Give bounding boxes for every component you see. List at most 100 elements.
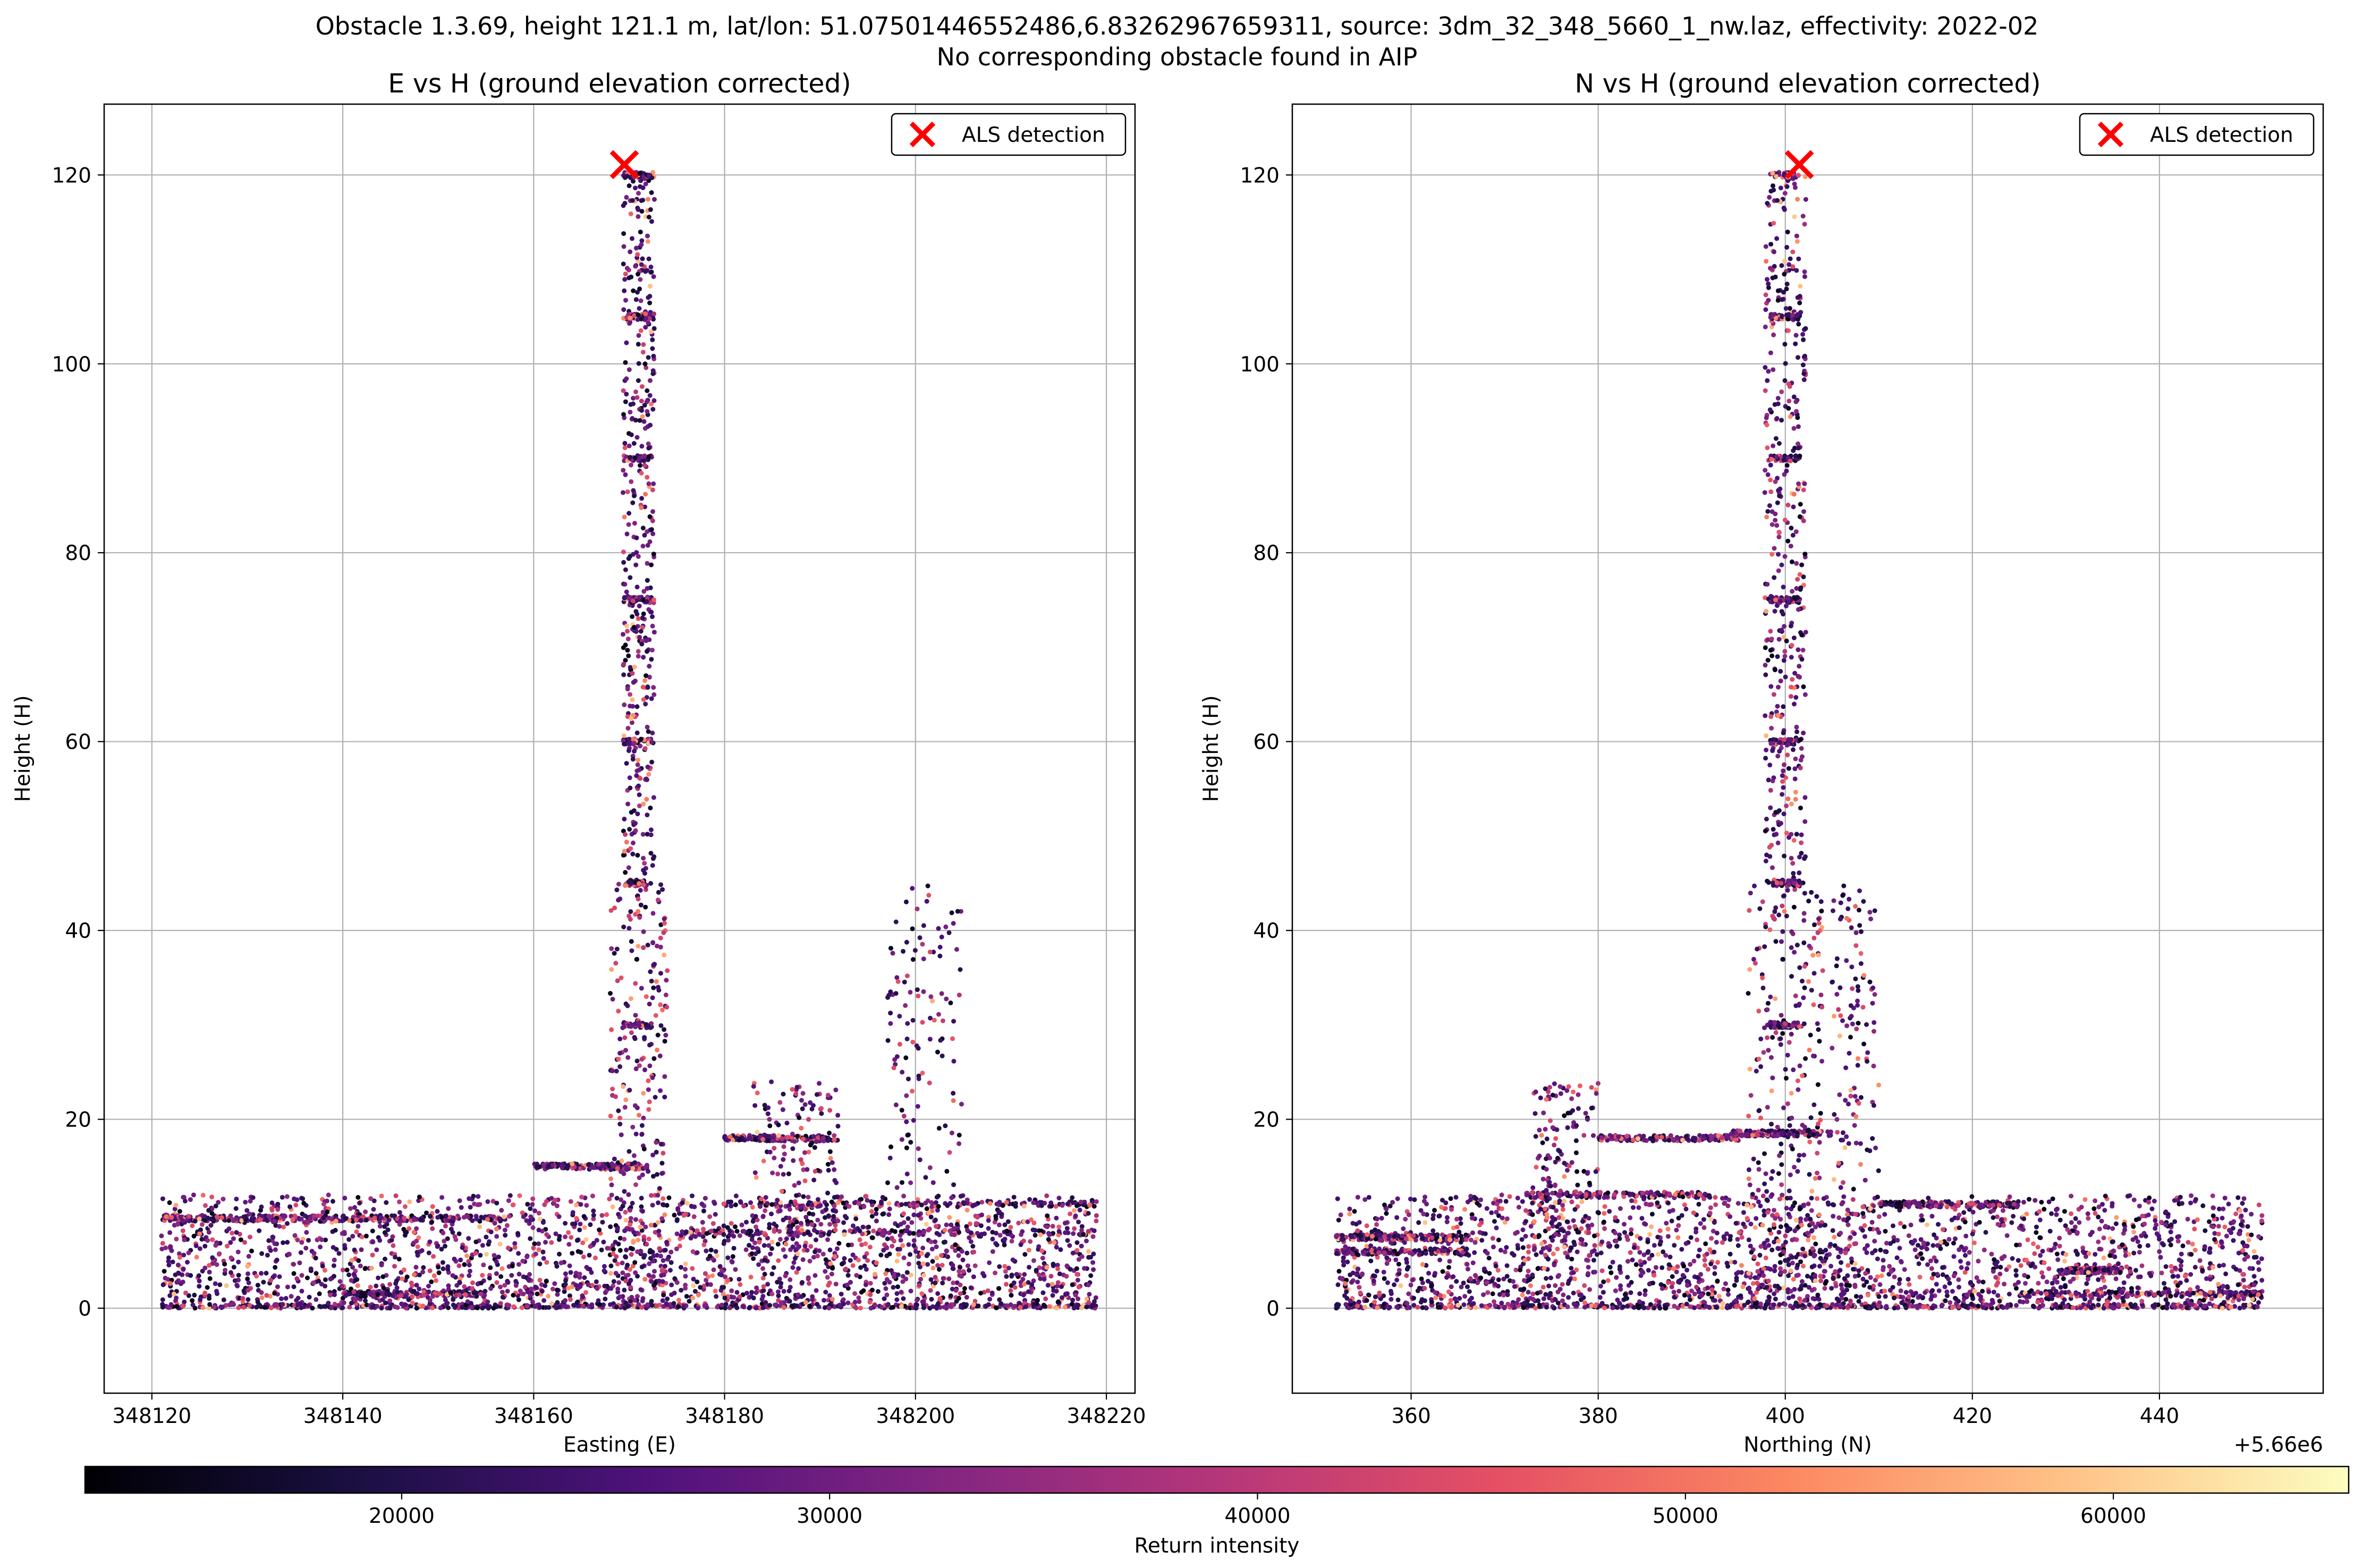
scatter-point [648, 969, 653, 974]
scatter-point [647, 393, 653, 398]
scatter-point [355, 1224, 361, 1229]
scatter-point [772, 1155, 777, 1160]
scatter-point [932, 1018, 937, 1023]
scatter-point [910, 1018, 916, 1023]
scatter-point [619, 1197, 624, 1202]
scatter-point [478, 1291, 484, 1296]
scatter-point [653, 1013, 658, 1018]
scatter-point [634, 612, 640, 617]
scatter-point [558, 1260, 564, 1266]
scatter-point [837, 1302, 842, 1308]
scatter-point [1086, 1228, 1091, 1234]
scatter-point [632, 1260, 638, 1265]
scatter-point [323, 1238, 328, 1243]
scatter-point [717, 1264, 723, 1269]
scatter-point [643, 1224, 648, 1230]
scatter-point [314, 1271, 319, 1276]
suptitle-line1: Obstacle 1.3.69, height 121.1 m, lat/lon… [316, 12, 2039, 40]
scatter-point [228, 1255, 234, 1260]
scatter-point [317, 1291, 322, 1296]
scatter-point [581, 1214, 587, 1219]
scatter-point [528, 1206, 533, 1211]
scatter-point [264, 1270, 269, 1276]
scatter-point [557, 1251, 562, 1257]
scatter-point [784, 1236, 789, 1241]
scatter-point [194, 1255, 199, 1260]
scatter-point [363, 1209, 368, 1215]
scatter-point [1062, 1221, 1068, 1226]
scatter-point [826, 1283, 831, 1288]
scatter-point [763, 1300, 768, 1305]
scatter-point [639, 1123, 645, 1128]
scatter-point [245, 1297, 251, 1302]
scatter-point [1056, 1228, 1062, 1234]
scatter-point [869, 1214, 875, 1219]
scatter-point [647, 664, 652, 669]
scatter-point [622, 440, 628, 446]
scatter-point [573, 1283, 579, 1288]
scatter-point [633, 1217, 638, 1222]
scatter-point [1068, 1267, 1073, 1272]
scatter-point [750, 1245, 755, 1250]
scatter-point [651, 1174, 656, 1179]
scatter-point [641, 855, 646, 861]
scatter-point [268, 1278, 273, 1283]
scatter-point [446, 1305, 451, 1310]
scatter-point [638, 463, 642, 468]
scatter-point [707, 1253, 713, 1259]
scatter-point [287, 1204, 293, 1209]
scatter-point [209, 1194, 215, 1200]
scatter-point [641, 1146, 647, 1151]
scatter-point [790, 1087, 795, 1092]
scatter-point [392, 1264, 397, 1269]
scatter-point [927, 1226, 932, 1232]
scatter-point [967, 1268, 972, 1273]
scatter-point [381, 1285, 386, 1291]
scatter-point [646, 441, 651, 446]
scatter-point [196, 1273, 201, 1278]
scatter-point [891, 1285, 896, 1290]
scatter-point [648, 265, 654, 269]
scatter-point [772, 1146, 777, 1151]
scatter-point [1052, 1240, 1057, 1245]
scatter-point [1072, 1208, 1077, 1213]
scatter-point [182, 1198, 188, 1203]
scatter-point [488, 1265, 493, 1270]
scatter-point [737, 1294, 742, 1299]
scatter-point [362, 1266, 368, 1272]
scatter-point [165, 1304, 170, 1310]
scatter-point [711, 1267, 716, 1273]
scatter-point [437, 1291, 442, 1296]
scatter-point [791, 1158, 796, 1163]
scatter-point [767, 1222, 772, 1227]
scatter-point [649, 696, 654, 701]
scatter-point [808, 1244, 814, 1249]
scatter-point [628, 1267, 633, 1272]
scatter-point [839, 1194, 844, 1199]
scatter-point [637, 171, 642, 176]
scatter-point [643, 311, 648, 317]
y-tick-label: 60 [65, 731, 91, 755]
scatter-point [776, 1293, 781, 1299]
scatter-point [412, 1217, 417, 1223]
scatter-point [624, 589, 629, 595]
scatter-point [391, 1243, 396, 1248]
scatter-point [602, 1268, 607, 1274]
y-axis-label: Height (H) [11, 695, 35, 802]
scatter-point [950, 1130, 954, 1135]
scatter-point [976, 1303, 981, 1309]
scatter-point [622, 582, 628, 587]
scatter-point [608, 1270, 613, 1276]
scatter-point [617, 1235, 623, 1241]
scatter-point [648, 378, 653, 383]
scatter-point [628, 909, 633, 914]
scatter-point [884, 1292, 890, 1298]
scatter-point [1062, 1304, 1068, 1310]
scatter-point [947, 1303, 952, 1309]
scatter-point [570, 1161, 575, 1166]
scatter-point [749, 1237, 755, 1242]
scatter-point [623, 272, 628, 277]
scatter-point [628, 1216, 633, 1221]
scatter-point [624, 266, 630, 271]
scatter-point [1026, 1289, 1031, 1294]
